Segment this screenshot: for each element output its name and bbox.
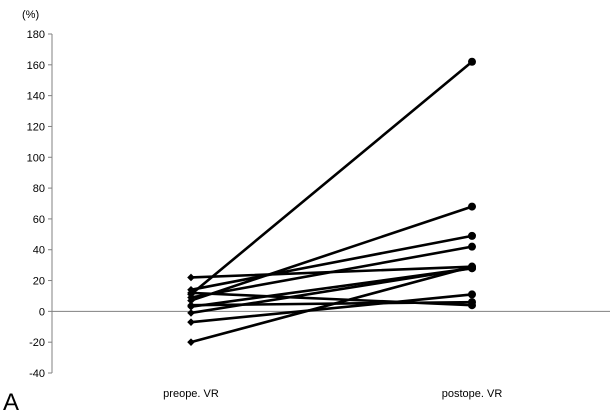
y-tick-label: 40	[33, 245, 45, 257]
y-tick-label: 100	[27, 152, 45, 164]
series-line	[189, 293, 474, 324]
x-category-label: postope. VR	[442, 388, 503, 400]
preope-point	[187, 301, 195, 309]
postope-point	[468, 262, 476, 271]
y-tick-label: 160	[27, 60, 45, 72]
y-axis-tick-labels: -40 -20 0 20 40 60 80 100 120 140 160 180	[27, 29, 45, 380]
y-tick-label: 0	[39, 306, 45, 318]
series-line	[189, 300, 474, 307]
postope-point	[468, 57, 476, 66]
y-tick-label: 80	[33, 183, 45, 195]
series-line	[189, 265, 474, 279]
y-axis-unit-label: (%)	[22, 9, 39, 21]
x-category-label: preope. VR	[163, 388, 219, 400]
preope-point	[187, 273, 195, 282]
y-tick-label: 140	[27, 91, 45, 103]
y-axis-ticks	[48, 33, 52, 374]
postope-point	[468, 242, 476, 251]
preope-point	[187, 289, 195, 297]
preope-point	[187, 318, 195, 326]
postope-point	[468, 202, 476, 211]
postope-markers	[468, 57, 476, 310]
postope-point	[468, 290, 476, 299]
series-line	[189, 60, 474, 296]
x-axis-category-labels: preope. VR postope. VR	[163, 388, 502, 400]
preope-point	[187, 338, 195, 346]
postope-point	[468, 298, 476, 307]
series-lines	[189, 60, 474, 344]
preope-point	[187, 309, 195, 317]
preope-markers	[187, 273, 195, 346]
series-line	[189, 234, 474, 292]
preope-point	[187, 293, 195, 302]
y-tick-label: 120	[27, 121, 45, 133]
panel-label: A	[3, 389, 19, 412]
y-tick-label: 180	[27, 29, 45, 41]
postope-point	[468, 231, 476, 240]
y-tick-label: -40	[29, 368, 45, 380]
y-tick-label: 60	[33, 214, 45, 226]
y-tick-label: -20	[29, 337, 45, 349]
y-tick-label: 20	[33, 276, 45, 288]
series-line	[189, 205, 474, 302]
